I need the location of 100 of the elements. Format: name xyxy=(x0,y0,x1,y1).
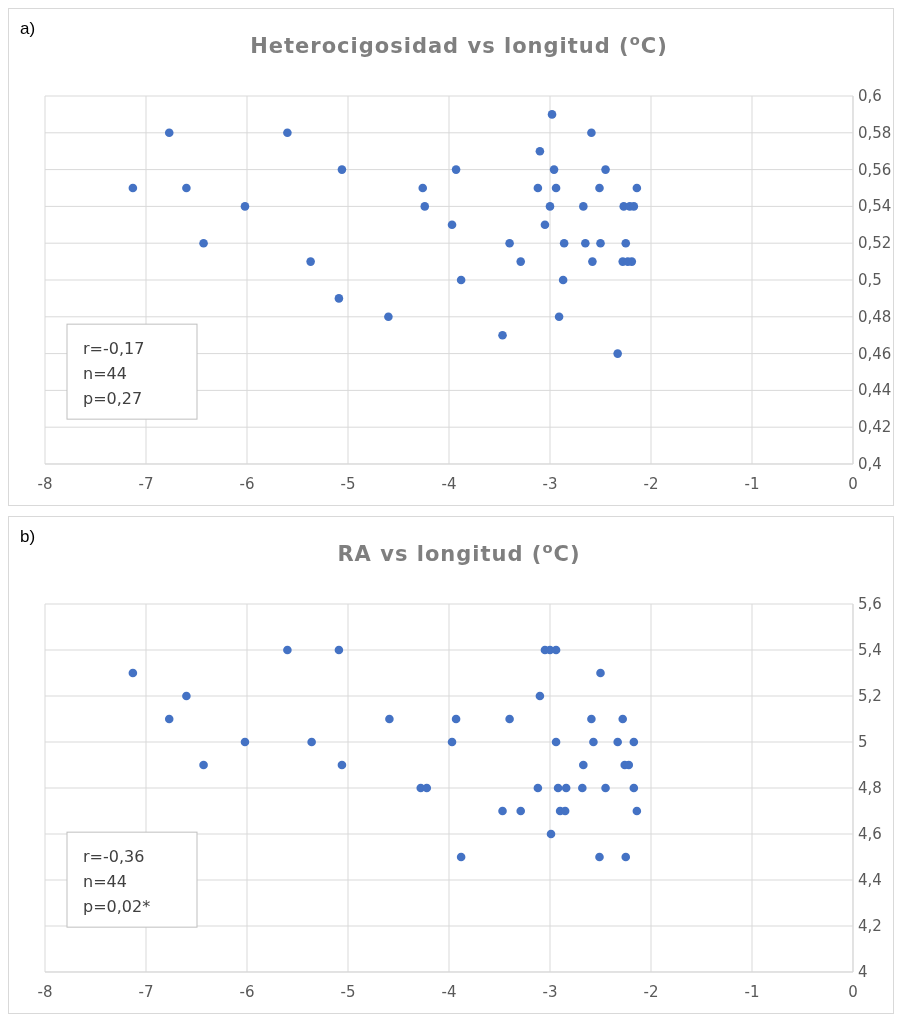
point xyxy=(549,165,559,174)
y-tick-label: 0,44 xyxy=(858,381,892,400)
point xyxy=(587,128,596,138)
point xyxy=(420,202,430,211)
point xyxy=(128,668,138,678)
x-tick-label: -7 xyxy=(138,475,154,493)
text-box: r=-0,36 n=44 p=0,02* xyxy=(66,831,198,928)
point xyxy=(601,165,610,174)
point xyxy=(385,714,394,724)
point xyxy=(283,128,292,138)
point xyxy=(334,294,344,303)
annotation: p=0,02* xyxy=(83,897,151,917)
y-tick-label: 0,54 xyxy=(858,197,892,216)
point xyxy=(384,312,393,322)
x-tick-label: -4 xyxy=(441,983,457,1001)
x-tick-label: -4 xyxy=(441,475,457,493)
point xyxy=(182,691,191,701)
point xyxy=(283,645,292,655)
point xyxy=(535,146,545,156)
annotation: n=44 xyxy=(83,364,127,384)
annotation: p=0,27 xyxy=(83,389,143,409)
y-tick-label: 5,4 xyxy=(858,641,882,659)
point xyxy=(613,737,622,747)
point xyxy=(581,238,590,248)
y-tick-label: 4 xyxy=(858,963,868,981)
x-tick-label: -1 xyxy=(744,475,760,493)
point xyxy=(516,806,526,816)
point xyxy=(596,238,605,248)
point xyxy=(551,737,561,747)
annotation: r=-0,36 xyxy=(83,847,145,867)
y-tick-label: 4,8 xyxy=(858,779,882,797)
point xyxy=(579,202,588,211)
y-tick-label: 4,4 xyxy=(858,871,882,889)
x-tick-label: -8 xyxy=(37,983,53,1001)
point xyxy=(595,183,604,193)
annotation: n=44 xyxy=(83,872,127,892)
point xyxy=(307,737,316,747)
x-tick-label: -5 xyxy=(340,475,356,493)
point xyxy=(551,183,561,193)
y-tick-label: 5 xyxy=(858,733,868,751)
point xyxy=(240,737,250,747)
y-tick-label: 0,58 xyxy=(858,123,892,142)
point xyxy=(613,349,622,358)
point xyxy=(588,257,597,266)
point xyxy=(618,714,628,724)
point xyxy=(418,183,428,193)
point xyxy=(547,110,557,119)
x-tick-label: -3 xyxy=(542,983,558,1001)
point xyxy=(595,852,604,862)
y-tick-label: 0,42 xyxy=(858,418,892,437)
point xyxy=(505,714,514,724)
point xyxy=(554,312,564,322)
point xyxy=(199,760,208,770)
x-tick-label: 0 xyxy=(848,475,858,493)
point xyxy=(516,257,526,266)
point xyxy=(422,783,432,793)
point xyxy=(632,806,642,816)
x-tick-label: -5 xyxy=(340,983,356,1001)
x-tick-label: -2 xyxy=(643,475,659,493)
point xyxy=(535,691,545,701)
y-tick-label: 0,48 xyxy=(858,307,892,326)
point xyxy=(498,330,507,340)
chart-title: RA vs longitud ($^{o}$C) xyxy=(337,538,581,566)
point xyxy=(498,806,507,816)
y-tick-label: 0,52 xyxy=(858,234,892,253)
text: b) xyxy=(20,527,36,546)
chart-title: Heterocigosidad vs longitud ($^{o}$C) xyxy=(250,30,668,58)
point xyxy=(533,783,543,793)
point xyxy=(164,128,174,138)
point xyxy=(545,202,555,211)
y-tick-label: 0,56 xyxy=(858,160,892,179)
point xyxy=(451,165,461,174)
point xyxy=(199,238,208,248)
point xyxy=(447,737,457,747)
y-tick-label: 0,5 xyxy=(858,271,882,289)
y-tick-label: 5,2 xyxy=(858,687,882,705)
point xyxy=(596,668,605,678)
text: a) xyxy=(20,19,36,38)
point xyxy=(589,737,598,747)
point xyxy=(559,238,569,248)
point xyxy=(601,783,610,793)
text-box: r=-0,17 n=44 p=0,27 xyxy=(66,323,198,420)
point xyxy=(632,183,642,193)
point xyxy=(456,275,466,285)
annotation: r=-0,17 xyxy=(83,339,145,359)
point xyxy=(578,783,587,793)
point xyxy=(587,714,596,724)
y-tick-label: 4,6 xyxy=(858,825,882,843)
x-tick-label: -3 xyxy=(542,475,558,493)
x-tick-label: -8 xyxy=(37,475,53,493)
point xyxy=(621,852,631,862)
point xyxy=(128,183,138,193)
point xyxy=(533,183,543,193)
x-tick-label: -2 xyxy=(643,983,659,1001)
point xyxy=(337,165,347,174)
point xyxy=(447,220,457,230)
point xyxy=(334,645,344,655)
y-tick-label: 0,6 xyxy=(858,87,882,105)
point xyxy=(546,829,556,839)
x-tick-label: 0 xyxy=(848,983,858,1001)
